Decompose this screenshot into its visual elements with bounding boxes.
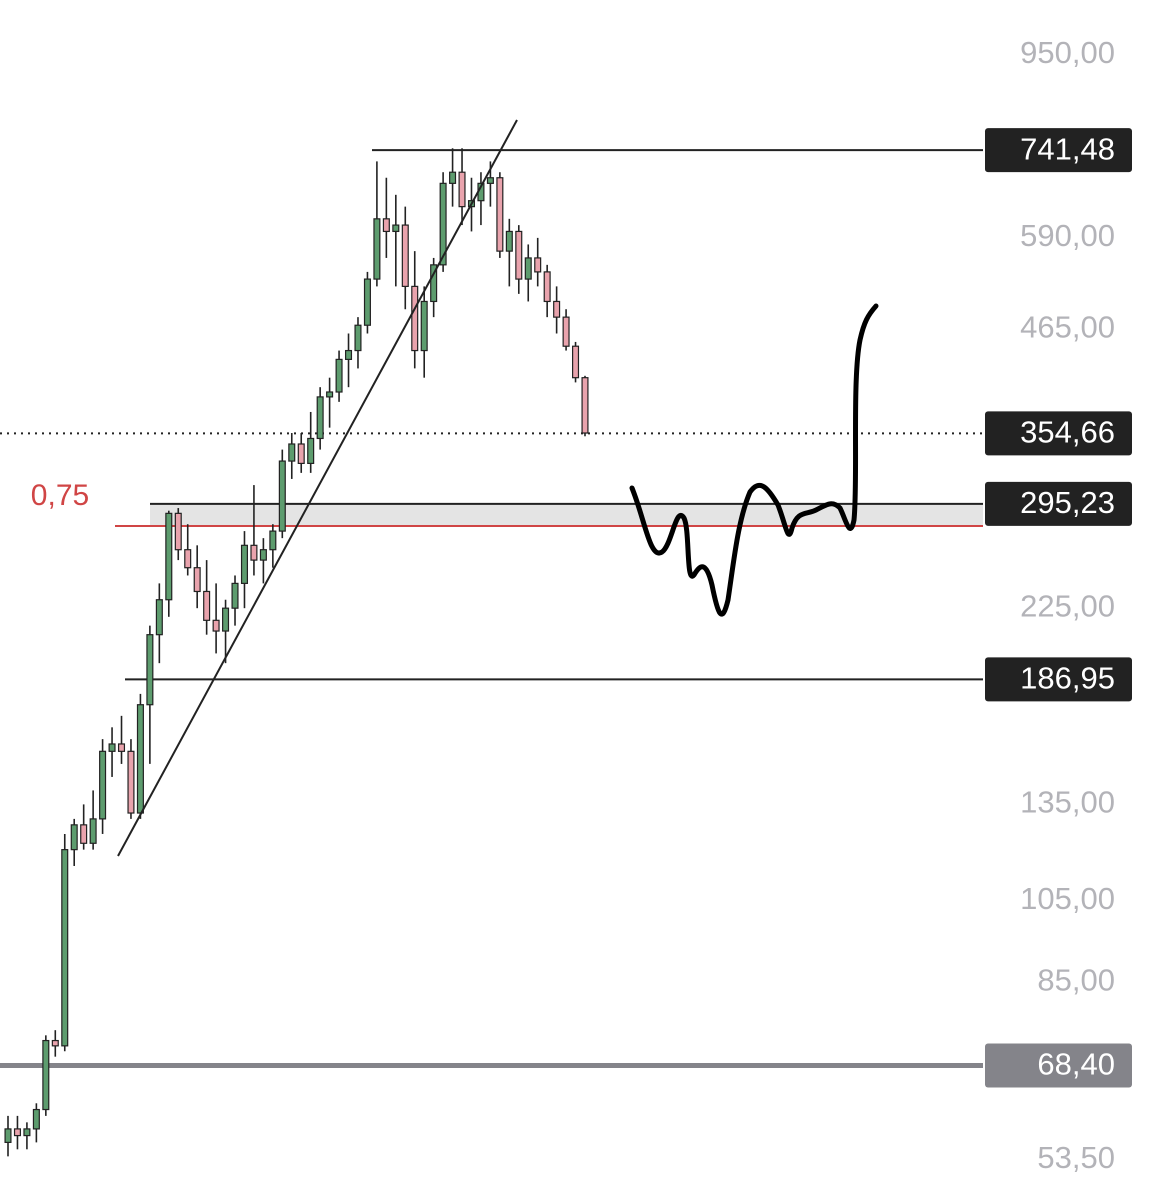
candle-body [259, 549, 267, 561]
candle-body [51, 1039, 59, 1047]
y-tick-label: 135,00 [1020, 785, 1115, 820]
candle-body [344, 349, 353, 360]
candle-body [4, 1128, 12, 1143]
candle-body [146, 634, 154, 706]
candle-body [382, 218, 390, 233]
candle-body [174, 512, 182, 551]
fib-label: 0,75 [31, 479, 89, 512]
candle-body [524, 257, 532, 280]
level-label: 186,95 [1020, 661, 1115, 696]
candle-body [354, 324, 362, 352]
candle-body [335, 358, 343, 393]
candle-body [297, 443, 305, 464]
candle-body [316, 396, 324, 440]
y-tick-label: 53,50 [1037, 1140, 1115, 1175]
candle-body [80, 824, 88, 844]
candle-body [89, 818, 97, 844]
candle-body [222, 607, 230, 632]
candle-body [392, 224, 400, 233]
candle-body [373, 218, 381, 280]
zone [150, 503, 983, 526]
candle-body [203, 590, 211, 621]
candle-body [278, 460, 286, 532]
candle-body [155, 599, 163, 636]
y-tick-label: 950,00 [1020, 35, 1115, 70]
level-label: 68,40 [1037, 1047, 1115, 1082]
y-tick-label: 465,00 [1020, 310, 1115, 345]
candle-body [212, 619, 220, 632]
candle-body [439, 182, 447, 266]
candle-body [70, 824, 78, 851]
candle-body [562, 316, 570, 347]
candle-body [486, 177, 494, 184]
candle-body [430, 264, 438, 303]
candle-body [269, 530, 277, 551]
candle-body [581, 377, 589, 434]
level-label-box [985, 1043, 1132, 1088]
candle-body [184, 549, 192, 569]
level-label-box [985, 411, 1132, 456]
candle-body [127, 750, 135, 814]
y-tick-label: 85,00 [1037, 962, 1115, 997]
candle-body [288, 443, 296, 462]
candle-body [250, 544, 258, 561]
level-label: 295,23 [1020, 485, 1115, 520]
candle-body [13, 1128, 21, 1137]
candle-body [307, 437, 315, 464]
candle-body [99, 750, 107, 820]
level-label: 354,66 [1020, 415, 1115, 450]
y-tick-label: 590,00 [1020, 218, 1115, 253]
candle-body [231, 582, 239, 609]
candle-body [543, 271, 551, 303]
candle-body [458, 171, 466, 208]
level-label: 741,48 [1020, 131, 1115, 166]
projection-drawing [629, 303, 879, 617]
level-label-box [985, 128, 1132, 173]
candle-body [326, 391, 334, 398]
candle-body [165, 512, 173, 601]
candle-body [534, 257, 542, 273]
candle-body [572, 345, 580, 379]
candle-body [42, 1039, 50, 1111]
level-label-box [985, 481, 1132, 526]
candle-body [449, 171, 457, 184]
candle-body [553, 300, 561, 318]
trendline [117, 119, 518, 857]
y-tick-label: 225,00 [1020, 588, 1115, 623]
candle-body [61, 849, 69, 1047]
candle-body [411, 285, 419, 352]
candle-body [240, 544, 249, 584]
candle-body [32, 1108, 40, 1130]
y-tick-label: 105,00 [1020, 881, 1115, 916]
candle-body [515, 230, 523, 280]
candle-body [496, 177, 504, 252]
candle-body [401, 224, 409, 287]
level-label-box [985, 657, 1132, 702]
candle-body [108, 743, 116, 752]
candle-body [505, 230, 513, 252]
candle-body [193, 567, 201, 593]
candle-body [23, 1128, 31, 1137]
candle-body [136, 704, 144, 814]
candle-body [420, 300, 428, 352]
candle-body [117, 743, 126, 752]
candle-body [363, 278, 371, 326]
